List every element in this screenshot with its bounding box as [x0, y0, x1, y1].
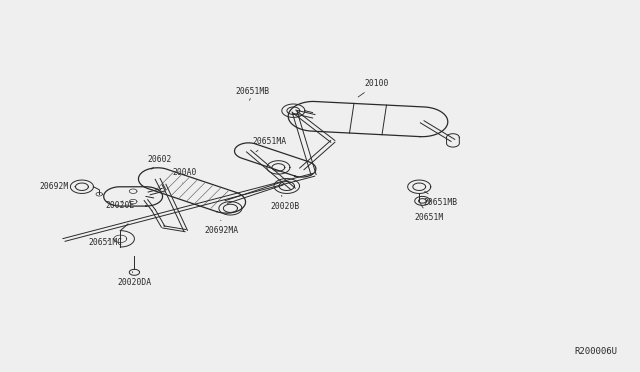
Text: 20692MA: 20692MA [205, 220, 239, 235]
Polygon shape [138, 168, 246, 213]
Text: 20020B: 20020B [270, 195, 300, 211]
Text: 20651MB: 20651MB [236, 87, 269, 100]
Text: 20651MC: 20651MC [88, 238, 122, 247]
Polygon shape [288, 102, 448, 137]
Text: 20651MB: 20651MB [424, 191, 458, 207]
Text: 20020E: 20020E [106, 201, 135, 210]
Polygon shape [104, 187, 163, 206]
Text: R200006U: R200006U [575, 347, 618, 356]
Text: 20100: 20100 [358, 79, 389, 97]
Text: 20651MA: 20651MA [253, 137, 287, 152]
Text: 20602: 20602 [147, 155, 172, 169]
Polygon shape [447, 134, 460, 147]
Text: 20020DA: 20020DA [117, 272, 151, 287]
Text: 20651M: 20651M [415, 203, 444, 222]
Polygon shape [234, 143, 316, 177]
Text: 20692M: 20692M [40, 182, 76, 190]
Text: 200A0: 200A0 [173, 169, 197, 183]
